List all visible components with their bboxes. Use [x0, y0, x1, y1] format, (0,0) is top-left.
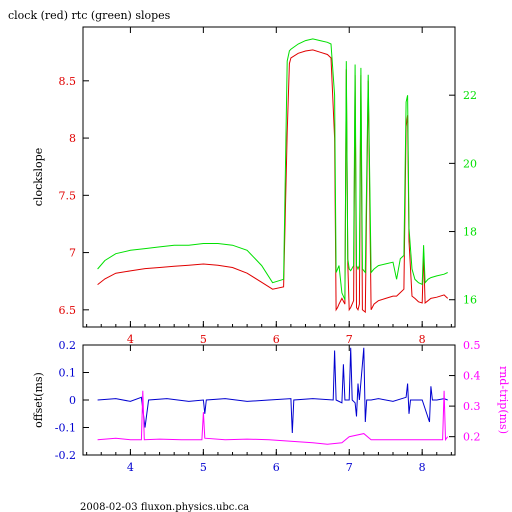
y2-tick-label: 0.3: [463, 400, 481, 413]
x-tick-label: 7: [346, 461, 353, 474]
y2-tick-label: 0.2: [463, 431, 481, 444]
chart-title: clock (red) rtc (green) slopes: [8, 9, 171, 22]
x-tick-label: 8: [419, 461, 426, 474]
top-series-group: [97, 38, 449, 314]
y-tick-label: 0: [69, 394, 76, 407]
x-tick-label: 4: [127, 333, 134, 346]
bottom-series-group: [97, 347, 449, 445]
x-tick-label: 6: [273, 461, 280, 474]
top-plot-frame: [82, 26, 456, 328]
y-tick-label: 7: [69, 247, 76, 260]
x-tick-label: 5: [200, 461, 207, 474]
y2-tick-label: 22: [463, 89, 477, 102]
top-x-ticks: 4 5 6 7 8: [86, 27, 452, 346]
bottom-y2-ticks: 0.2 0.3 0.4 0.5: [449, 339, 481, 444]
y-tick-label: 0.1: [59, 367, 77, 380]
bottom-y-ticks: -0.2 -0.1 0 0.1 0.2: [55, 339, 89, 462]
y-tick-label: 8: [69, 132, 76, 145]
top-y-axis-label: clockslope: [32, 148, 45, 206]
top-y2-ticks: 16 18 20 22: [449, 89, 477, 307]
bottom-x-ticks: 4 5 6 7 8: [86, 345, 452, 474]
y2-tick-label: 18: [463, 226, 477, 239]
y-tick-label: -0.2: [55, 449, 76, 462]
series-line-offset: [97, 347, 448, 434]
x-tick-label: 5: [200, 333, 207, 346]
y-tick-label: 7.5: [59, 189, 77, 202]
series-line-clock: [97, 49, 449, 314]
series-line-rtc: [97, 38, 448, 300]
y-tick-label: -0.1: [55, 422, 76, 435]
footer-text: 2008-02-03 fluxon.physics.ubc.ca: [80, 502, 249, 512]
x-tick-label: 7: [346, 333, 353, 346]
y2-tick-label: 20: [463, 157, 477, 170]
y-tick-label: 0.2: [59, 339, 77, 352]
x-tick-label: 8: [419, 333, 426, 346]
x-tick-label: 4: [127, 461, 134, 474]
series-line-rnd-trip: [97, 390, 449, 445]
y2-tick-label: 0.4: [463, 370, 481, 383]
x-tick-label: 6: [273, 333, 280, 346]
top-y-ticks: 6.5 7 7.5 8 8.5: [59, 75, 89, 317]
bottom-y-axis-label: offset(ms): [32, 372, 45, 428]
bottom-y2-axis-label: rnd-trip(ms): [497, 366, 510, 434]
y-tick-label: 6.5: [59, 304, 77, 317]
y-tick-label: 8.5: [59, 75, 77, 88]
y2-tick-label: 0.5: [463, 339, 481, 352]
y2-tick-label: 16: [463, 294, 477, 307]
